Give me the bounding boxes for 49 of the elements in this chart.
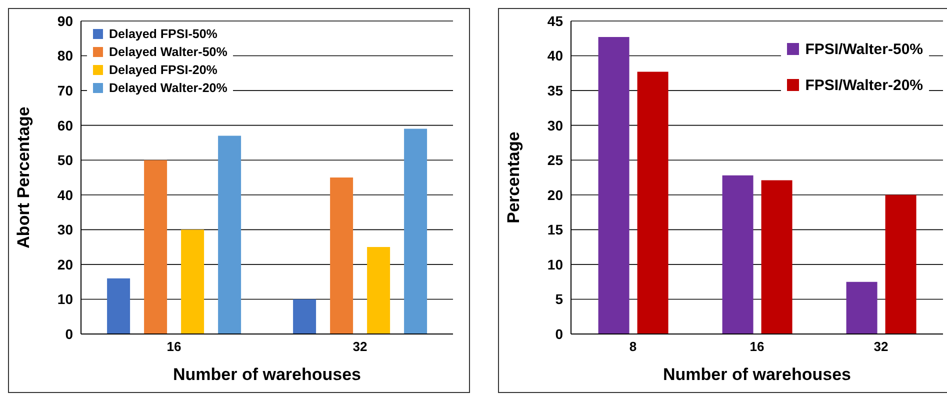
y-tick-label: 20 <box>547 186 564 203</box>
y-tick-label: 70 <box>57 82 74 99</box>
y-tick-label: 45 <box>547 12 564 29</box>
bar <box>404 128 428 334</box>
y-tick-label: 25 <box>547 152 564 168</box>
x-tick-label: 32 <box>874 339 888 354</box>
y-tick-label: 50 <box>57 152 74 168</box>
bar <box>330 178 354 334</box>
bar <box>598 37 630 334</box>
y-tick-label: 10 <box>547 256 564 272</box>
y-tick-label: 80 <box>57 48 74 64</box>
legend-label: FPSI/Walter-20% <box>805 76 923 94</box>
bar <box>144 160 168 334</box>
x-tick-label: 32 <box>352 339 368 354</box>
legend-label: Delayed FPSI-50% <box>109 27 218 41</box>
bar <box>367 247 390 334</box>
y-tick-label: 15 <box>547 222 564 238</box>
y-tick-label: 10 <box>57 291 74 308</box>
y-tick-label: 60 <box>57 117 74 134</box>
bar <box>761 180 792 334</box>
y-tick-label: 35 <box>547 82 564 99</box>
y-tick-label: 30 <box>547 117 564 134</box>
bar <box>107 278 130 334</box>
bar <box>293 299 316 334</box>
y-tick-label: 30 <box>57 222 74 238</box>
y-tick-label: 90 <box>57 12 74 29</box>
y-tick-label: 0 <box>65 326 74 342</box>
legend-label: Delayed FPSI-20% <box>109 63 218 77</box>
x-axis-title: Number of warehouses <box>663 365 851 384</box>
y-tick-label: 0 <box>555 326 564 342</box>
y-tick-label: 5 <box>555 291 564 308</box>
legend-label: Delayed Walter-50% <box>109 45 228 59</box>
y-tick-label: 40 <box>547 48 564 64</box>
bar <box>846 282 878 334</box>
y-tick-label: 40 <box>57 186 74 203</box>
bar <box>218 136 242 334</box>
bar <box>637 72 668 334</box>
bar <box>181 230 204 334</box>
bar <box>722 175 754 334</box>
y-tick-label: 20 <box>57 256 74 272</box>
legend-label: Delayed Walter-20% <box>109 81 228 95</box>
y-axis-title: Abort Percentage <box>14 106 34 248</box>
y-axis-title: Percentage <box>504 132 524 224</box>
x-axis-title: Number of warehouses <box>173 365 361 384</box>
x-tick-label: 16 <box>166 339 182 354</box>
bar <box>885 194 916 334</box>
x-tick-label: 8 <box>629 339 637 354</box>
legend-label: FPSI/Walter-50% <box>805 40 923 58</box>
x-tick-label: 16 <box>750 339 764 354</box>
